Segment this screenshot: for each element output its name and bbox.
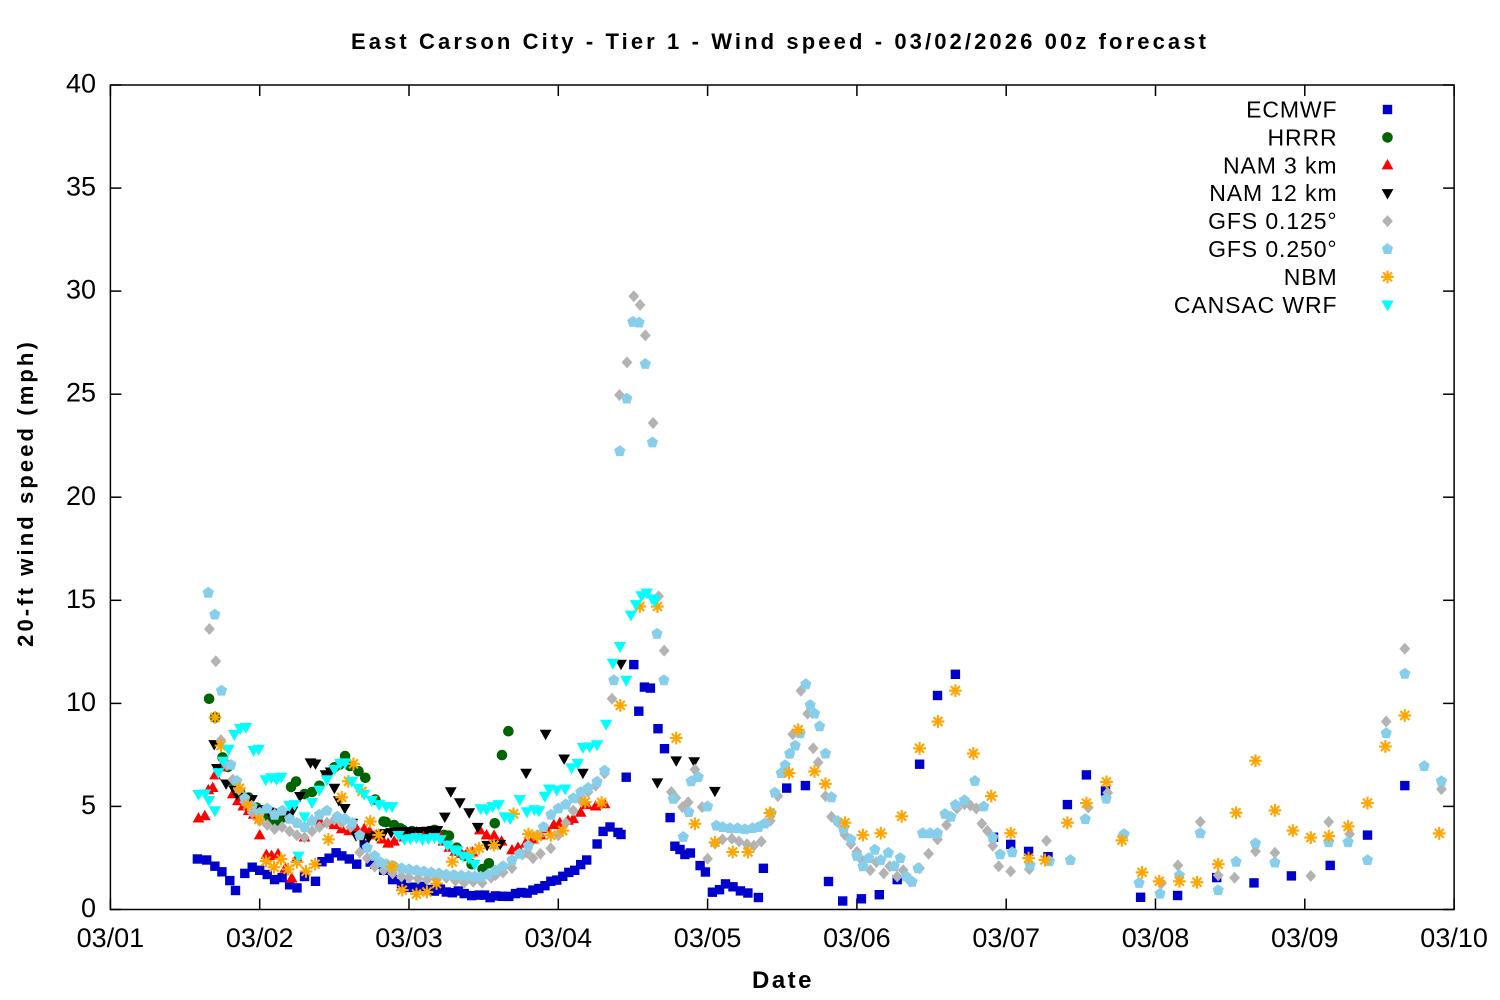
svg-text:03/02: 03/02 xyxy=(226,923,294,953)
svg-text:30: 30 xyxy=(66,275,96,305)
svg-text:Date: Date xyxy=(752,967,814,994)
svg-text:ECMWF: ECMWF xyxy=(1246,97,1337,123)
svg-text:03/05: 03/05 xyxy=(674,923,742,953)
svg-text:HRRR: HRRR xyxy=(1267,124,1337,150)
svg-text:15: 15 xyxy=(66,584,96,614)
svg-text:40: 40 xyxy=(66,69,96,99)
svg-text:NAM 3 km: NAM 3 km xyxy=(1223,152,1338,178)
svg-text:GFS 0.125°: GFS 0.125° xyxy=(1208,208,1337,234)
svg-text:35: 35 xyxy=(66,172,96,202)
svg-text:20: 20 xyxy=(66,481,96,511)
svg-text:NAM 12 km: NAM 12 km xyxy=(1209,180,1337,206)
svg-text:NBM: NBM xyxy=(1284,264,1338,290)
svg-text:CANSAC WRF: CANSAC WRF xyxy=(1174,292,1338,318)
svg-text:20-ft wind speed (mph): 20-ft wind speed (mph) xyxy=(13,339,38,647)
svg-text:10: 10 xyxy=(66,687,96,717)
svg-text:03/10: 03/10 xyxy=(1420,923,1488,953)
svg-text:03/01: 03/01 xyxy=(77,923,145,953)
svg-text:03/04: 03/04 xyxy=(525,923,593,953)
svg-text:03/09: 03/09 xyxy=(1271,923,1339,953)
svg-text:03/06: 03/06 xyxy=(823,923,891,953)
svg-text:0: 0 xyxy=(81,893,96,923)
svg-text:03/03: 03/03 xyxy=(375,923,443,953)
svg-text:East Carson City - Tier 1 - Wi: East Carson City - Tier 1 - Wind speed -… xyxy=(351,29,1209,54)
svg-text:03/08: 03/08 xyxy=(1122,923,1190,953)
svg-text:5: 5 xyxy=(81,790,96,820)
svg-text:25: 25 xyxy=(66,378,96,408)
svg-text:GFS 0.250°: GFS 0.250° xyxy=(1208,236,1337,262)
svg-text:03/07: 03/07 xyxy=(972,923,1040,953)
